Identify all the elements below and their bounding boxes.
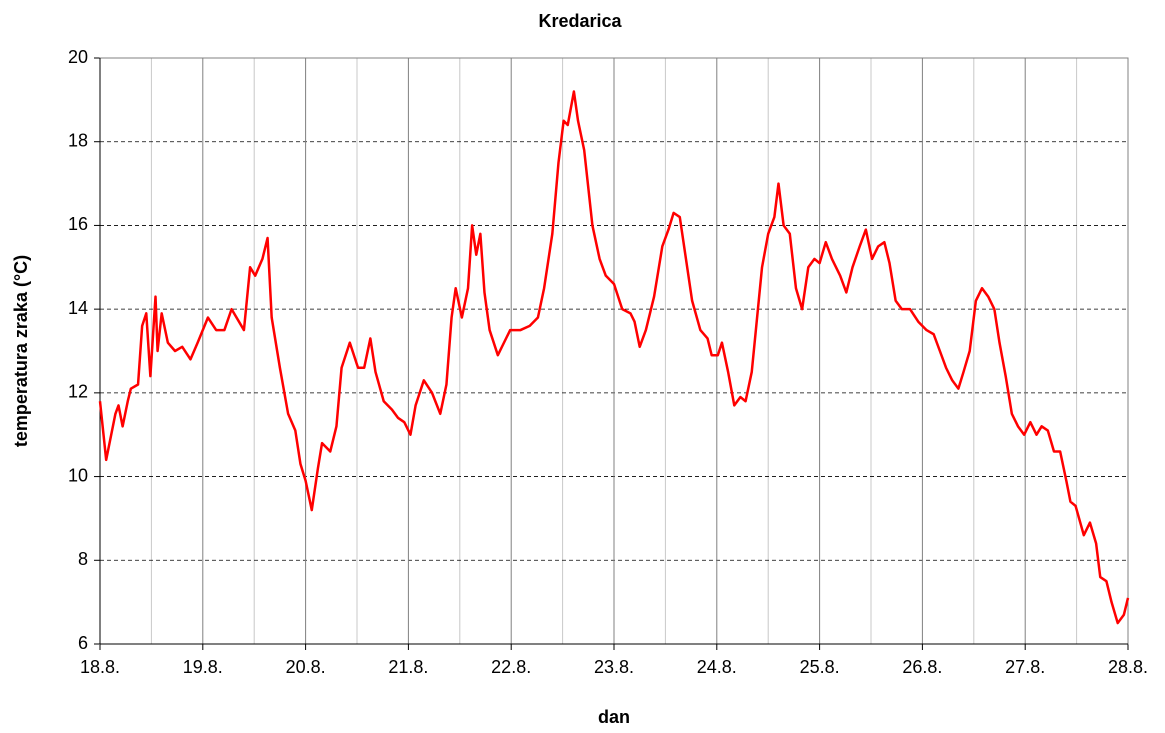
temperature-line (98, 90, 1130, 625)
x-tick-label: 28.8. (1108, 657, 1148, 677)
x-tick-label: 21.8. (388, 657, 428, 677)
x-tick-label: 22.8. (491, 657, 531, 677)
x-tick-label: 26.8. (902, 657, 942, 677)
x-tick-label: 20.8. (286, 657, 326, 677)
y-tick-label: 18 (68, 130, 88, 150)
x-tick-label: 23.8. (594, 657, 634, 677)
y-tick-label: 12 (68, 382, 88, 402)
x-tick-label: 18.8. (80, 657, 120, 677)
y-axis-label: temperatura zraka (°C) (11, 255, 31, 447)
y-tick-label: 14 (68, 298, 88, 318)
y-tick-label: 20 (68, 47, 88, 67)
y-tick-label: 10 (68, 465, 88, 485)
x-tick-label: 25.8. (800, 657, 840, 677)
x-tick-label: 19.8. (183, 657, 223, 677)
y-tick-label: 8 (78, 549, 88, 569)
x-tick-label: 24.8. (697, 657, 737, 677)
y-tick-label: 6 (78, 633, 88, 653)
chart-title: Kredarica (538, 11, 622, 31)
x-axis-label: dan (598, 707, 630, 727)
x-tick-label: 27.8. (1005, 657, 1045, 677)
y-tick-label: 16 (68, 214, 88, 234)
